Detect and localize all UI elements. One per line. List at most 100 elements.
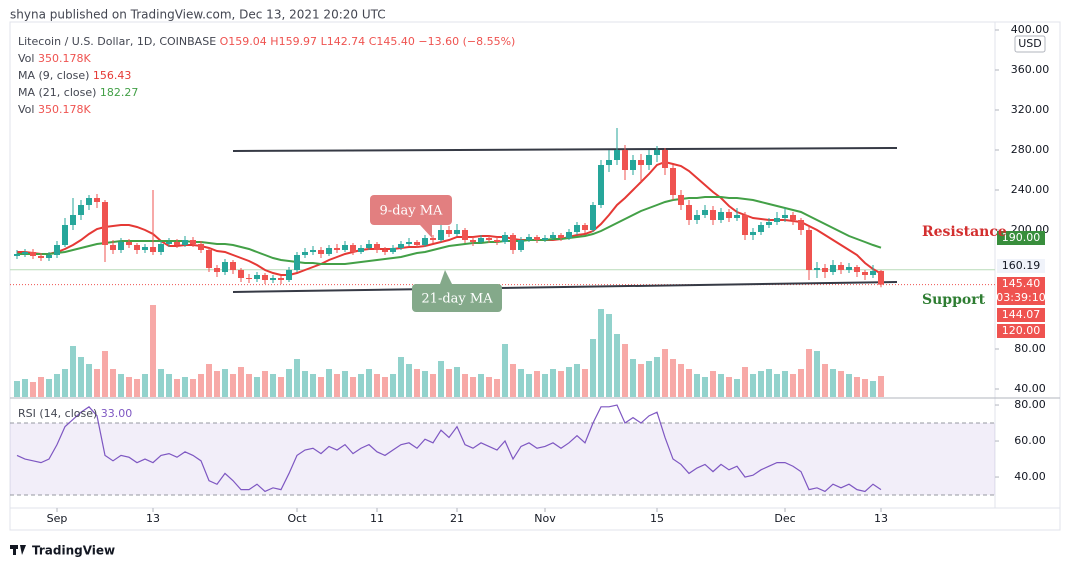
logo-shape — [13, 545, 16, 555]
volume-bar — [190, 379, 196, 397]
volume-bar — [702, 377, 708, 397]
candle-body — [590, 205, 596, 230]
volume-bar — [558, 371, 564, 397]
volume-bar — [446, 369, 452, 397]
annotation-pointer — [440, 270, 452, 284]
candle-body — [462, 230, 468, 240]
trendline — [232, 147, 898, 152]
candle-body — [654, 150, 660, 155]
price-tag-label: 120.00 — [1002, 324, 1041, 337]
volume-bar — [518, 369, 524, 397]
candle-body — [630, 160, 636, 170]
volume-bar — [118, 374, 124, 397]
candle-body — [862, 272, 868, 275]
x-tick-label: 15 — [650, 512, 664, 525]
y-tick-label: 320.00 — [1011, 103, 1050, 116]
candle-body — [646, 155, 652, 165]
candle-body — [470, 240, 476, 242]
price-tag — [997, 259, 1045, 273]
open: O159.04 — [220, 35, 267, 48]
volume-bar — [294, 359, 300, 397]
candle-body — [14, 254, 20, 256]
legend-ma9: MA (9, close) 156.43 — [18, 69, 131, 82]
annotation-text: 21-day MA — [421, 292, 493, 307]
volume-bar — [142, 374, 148, 397]
x-tick-label: 13 — [874, 512, 888, 525]
candle-body — [294, 255, 300, 270]
volume-bar — [798, 369, 804, 397]
volume-bar — [630, 359, 636, 397]
volume-tick-label: 80.00 — [1014, 342, 1046, 355]
candle-body — [438, 230, 444, 240]
volume-bar — [326, 369, 332, 397]
y-tick-label: 360.00 — [1011, 63, 1050, 76]
candle-body — [734, 215, 740, 218]
footer-logo: TradingView — [10, 544, 115, 558]
candle-body — [374, 244, 380, 250]
volume-bar — [710, 371, 716, 397]
vol-value: 350.178K — [38, 103, 91, 116]
rsi-value: 33.00 — [101, 407, 133, 420]
volume-bar — [358, 374, 364, 397]
price-tag-label: 03:39:10 — [996, 291, 1045, 304]
rsi-tick-label: 60.00 — [1014, 434, 1046, 447]
candle-body — [702, 210, 708, 215]
candle-body — [206, 250, 212, 268]
candle-body — [510, 235, 516, 250]
candle-body — [190, 240, 196, 244]
volume-bar — [646, 361, 652, 397]
candle-body — [614, 150, 620, 160]
candle-body — [46, 255, 52, 258]
rsi-pane — [10, 404, 995, 496]
volume-bar — [590, 339, 596, 397]
low: L142.74 — [321, 35, 366, 48]
volume-bar — [790, 374, 796, 397]
candle-body — [358, 248, 364, 252]
volume-bar — [246, 374, 252, 397]
volume-bar — [438, 361, 444, 397]
volume-bar — [222, 369, 228, 397]
candle-body — [846, 267, 852, 270]
rsi-band — [10, 423, 995, 496]
volume-bar — [806, 349, 812, 397]
volume-bar — [502, 344, 508, 397]
candle-body — [382, 250, 388, 252]
volume-bar — [230, 374, 236, 397]
volume-bar — [830, 369, 836, 397]
volume-bar — [78, 357, 84, 397]
candle-body — [838, 265, 844, 270]
candle-body — [478, 238, 484, 242]
candle-body — [606, 160, 612, 165]
candle-body — [62, 225, 68, 245]
x-tick-label: Sep — [47, 512, 68, 525]
ma21-name: MA (21, close) — [18, 86, 96, 99]
price-tag — [997, 291, 1045, 305]
annotation-box — [412, 284, 502, 312]
volume-bar — [846, 374, 852, 397]
volume-bar — [766, 369, 772, 397]
volume-bar — [662, 349, 668, 397]
volume-bar — [70, 346, 76, 397]
currency: USD — [1018, 37, 1042, 50]
volume-bar — [270, 374, 276, 397]
volume-bar — [302, 371, 308, 397]
candle-body — [694, 215, 700, 220]
volume-bar — [350, 377, 356, 397]
price-tag — [997, 324, 1045, 338]
candle-body — [230, 262, 236, 270]
x-tick-label: 11 — [370, 512, 384, 525]
candle-body — [390, 248, 396, 252]
volume-bar — [878, 376, 884, 397]
candle-body — [318, 250, 324, 254]
vol-name: Vol — [18, 52, 34, 65]
volume-bar — [366, 369, 372, 397]
volume-pane — [14, 305, 884, 397]
candle-body — [534, 237, 540, 240]
candle-body — [550, 235, 556, 238]
candle-body — [182, 240, 188, 245]
volume-bar — [14, 381, 20, 397]
volume-bar — [374, 374, 380, 397]
candle-body — [790, 215, 796, 220]
candle-body — [678, 195, 684, 205]
